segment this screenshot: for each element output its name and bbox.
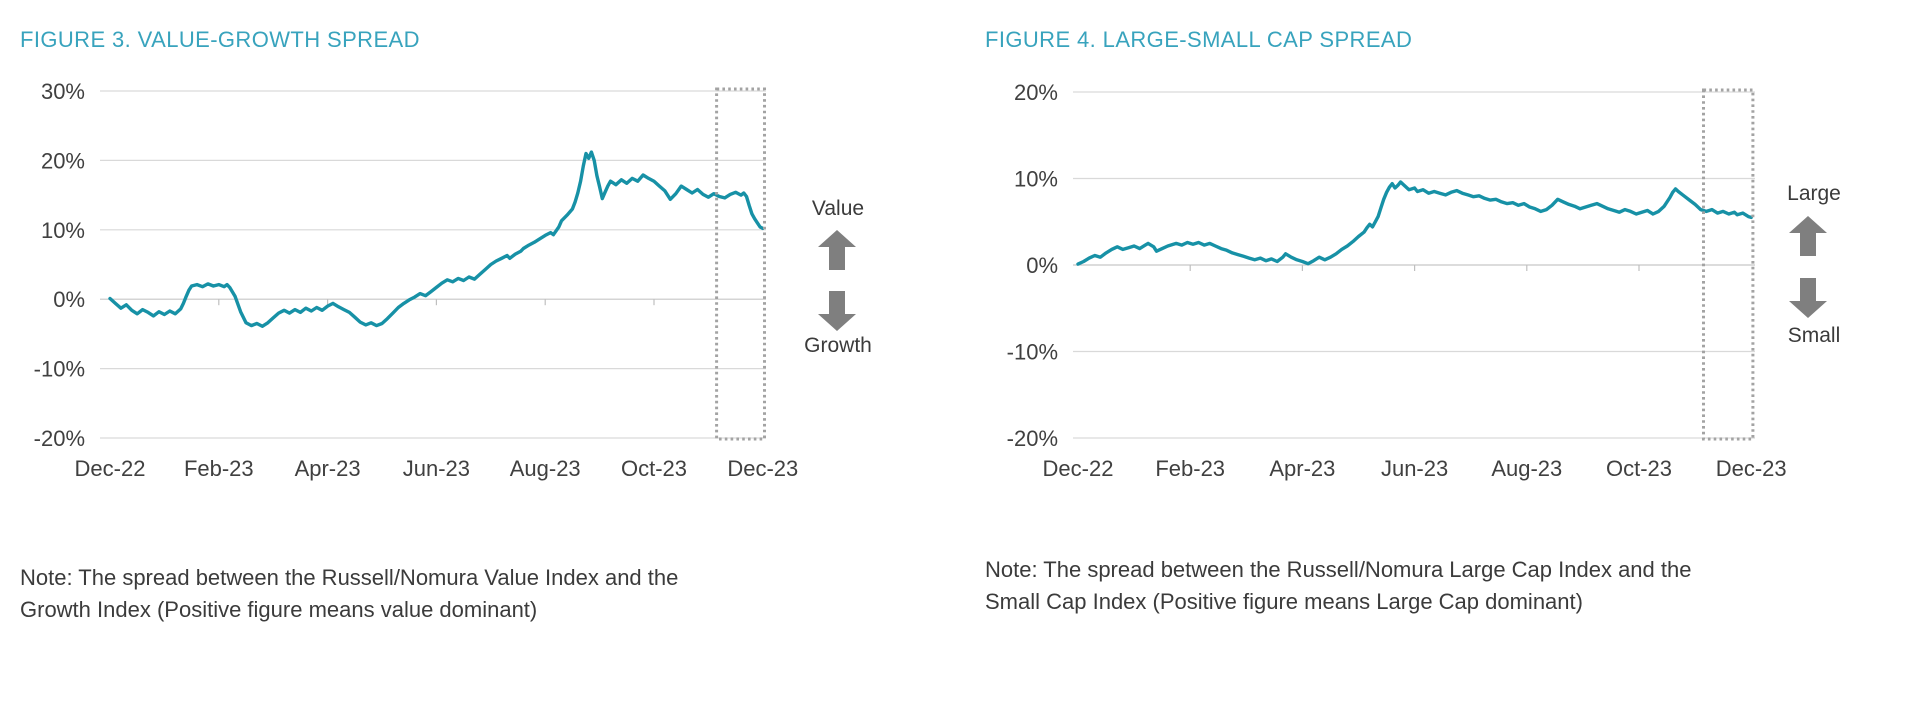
x-tick-label: Jun-23 bbox=[403, 456, 470, 481]
series-line bbox=[108, 150, 765, 328]
figure3-title: FIGURE 3. VALUE-GROWTH SPREAD bbox=[20, 27, 420, 52]
y-tick-label: 30% bbox=[41, 79, 85, 104]
figure3-note: Note: The spread between the Russell/Nom… bbox=[20, 562, 678, 626]
x-tick-label: Feb-23 bbox=[1155, 456, 1225, 481]
x-tick-label: Dec-23 bbox=[727, 456, 798, 481]
down-arrow-icon bbox=[818, 291, 856, 331]
figure3-note-line1: Note: The spread between the Russell/Nom… bbox=[20, 565, 679, 590]
figure3-chart: 30% 20% 10% 0% -10% -20% Dec-22 Feb-23 Apr-23 Jun… bbox=[34, 79, 799, 481]
y-tick-label: 10% bbox=[1014, 167, 1058, 192]
y-tick-label: -20% bbox=[1007, 426, 1058, 451]
highlight-box bbox=[1702, 88, 1755, 441]
y-tick-label: 0% bbox=[1026, 253, 1058, 278]
x-tick-label: Oct-23 bbox=[1606, 456, 1672, 481]
y-tick-label: 20% bbox=[1014, 80, 1058, 105]
figure3-down-label: Growth bbox=[804, 334, 872, 357]
figure4-title: FIGURE 4. LARGE-SMALL CAP SPREAD bbox=[985, 27, 1413, 52]
down-arrow-icon bbox=[1789, 278, 1827, 318]
y-tick-label: -10% bbox=[1007, 340, 1058, 365]
figure4-note-line2: Small Cap Index (Positive figure means L… bbox=[985, 589, 1583, 614]
figure3-note-line2: Growth Index (Positive figure means valu… bbox=[20, 597, 538, 622]
x-tick-label: Oct-23 bbox=[621, 456, 687, 481]
x-tick-label: Dec-23 bbox=[1716, 456, 1787, 481]
series-line bbox=[1076, 180, 1753, 266]
up-arrow-icon bbox=[818, 230, 856, 270]
figure4-down-label: Small bbox=[1787, 324, 1841, 347]
figure4-note: Note: The spread between the Russell/Nom… bbox=[985, 554, 1691, 618]
highlight-box bbox=[715, 87, 766, 441]
x-tick-label: Aug-23 bbox=[1491, 456, 1562, 481]
y-tick-label: 20% bbox=[41, 148, 85, 173]
y-tick-label: -10% bbox=[34, 357, 85, 382]
x-tick-label: Aug-23 bbox=[510, 456, 581, 481]
figure3-up-label: Value bbox=[811, 197, 865, 220]
up-arrow-icon bbox=[1789, 216, 1827, 256]
y-tick-label: -20% bbox=[34, 426, 85, 451]
figure4-chart: 20% 10% 0% -10% -20% Dec-22 Feb-23 Apr-23 Jun-23… bbox=[1007, 80, 1787, 481]
x-tick-label: Jun-23 bbox=[1381, 456, 1448, 481]
figure4-note-line1: Note: The spread between the Russell/Nom… bbox=[985, 557, 1692, 582]
x-tick-label: Dec-22 bbox=[75, 456, 146, 481]
x-tick-label: Apr-23 bbox=[1269, 456, 1335, 481]
y-tick-label: 10% bbox=[41, 218, 85, 243]
x-tick-label: Feb-23 bbox=[184, 456, 254, 481]
y-tick-label: 0% bbox=[53, 287, 85, 312]
x-tick-label: Dec-22 bbox=[1043, 456, 1114, 481]
x-tick-label: Apr-23 bbox=[295, 456, 361, 481]
figure4-up-label: Large bbox=[1787, 182, 1841, 205]
